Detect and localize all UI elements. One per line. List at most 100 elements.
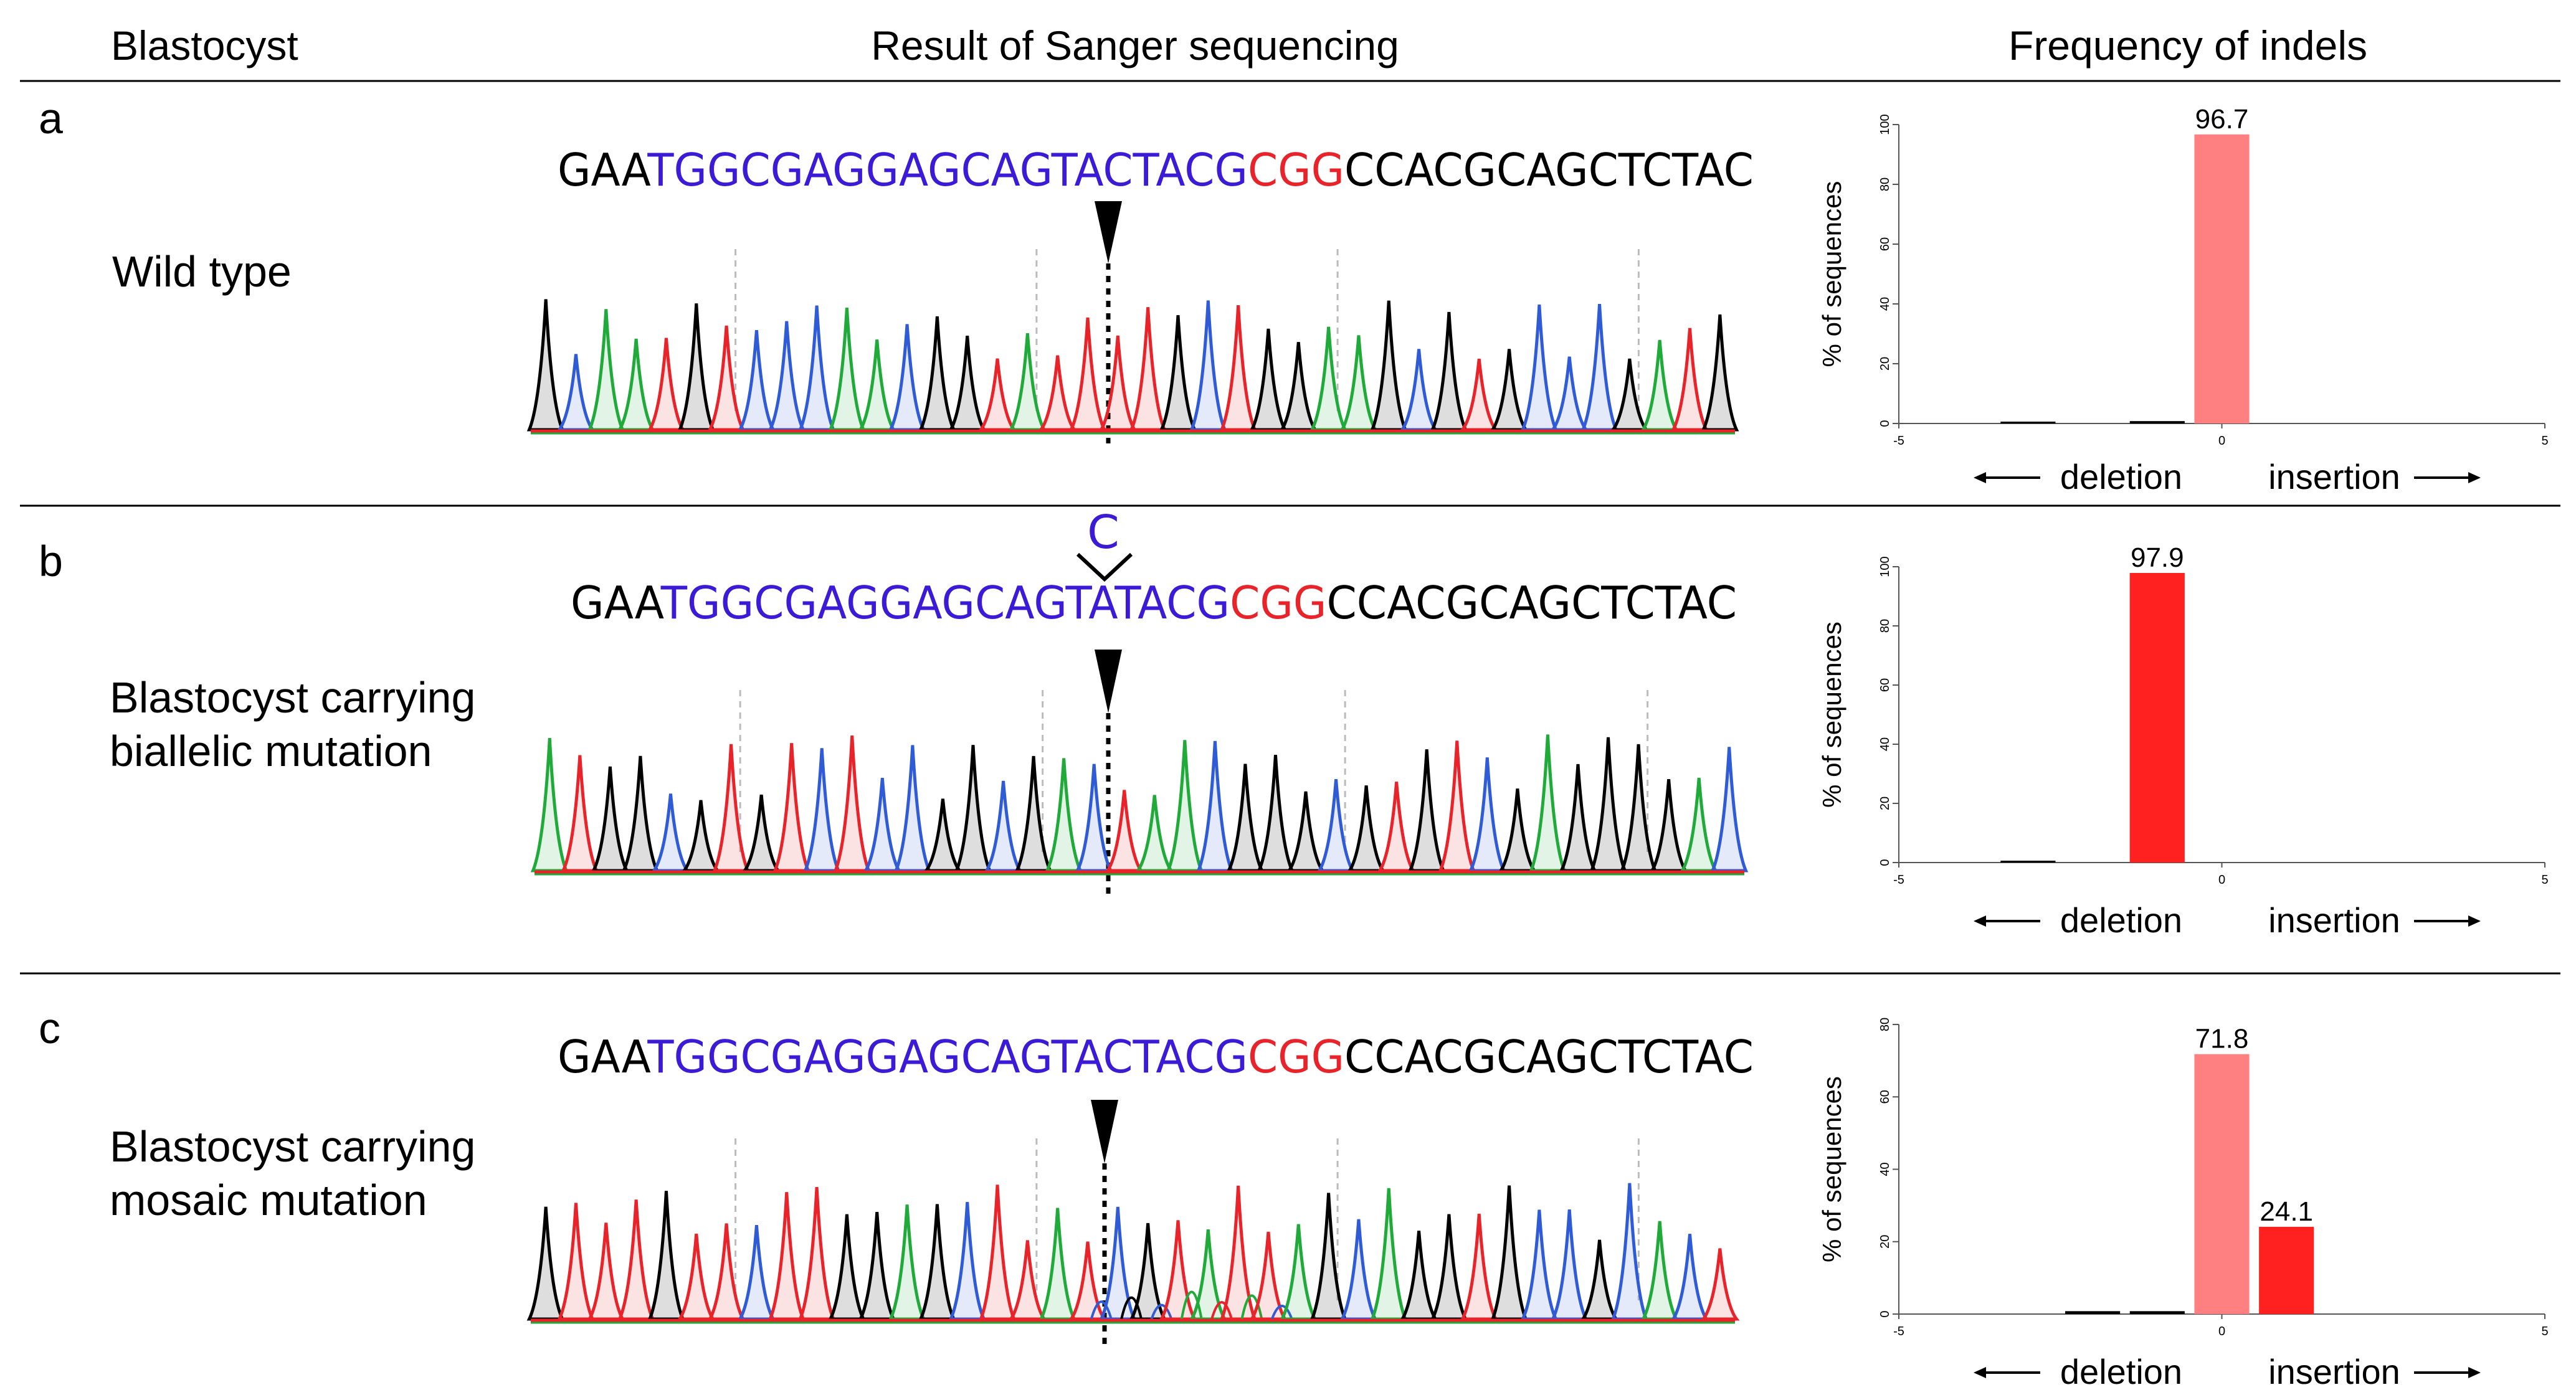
- chromatogram-peak: [802, 748, 841, 873]
- chromatogram-peak: [1438, 740, 1476, 873]
- panel-letter-c: c: [39, 1004, 60, 1052]
- chromatogram-peak: [737, 1224, 776, 1321]
- chromatogram-peak: [1189, 300, 1227, 432]
- chromatogram-peak: [1369, 300, 1408, 432]
- bar-value-label: 96.7: [2195, 104, 2249, 135]
- chromatogram-peak: [526, 1206, 565, 1321]
- chromatogram-peak: [1129, 307, 1167, 432]
- chromatogram-peak: [1339, 1219, 1378, 1321]
- chromatogram-peak: [1490, 349, 1529, 432]
- panel-b-label-line-2: biallelic mutation: [110, 727, 432, 775]
- indel-bar: [2194, 134, 2250, 423]
- chromatogram-peak: [1159, 1220, 1197, 1321]
- seq-b-flank-right: CCACGCAGCTCTAC: [1327, 577, 1737, 629]
- chromatogram-peak: [681, 800, 721, 873]
- y-tick-label: 0: [1878, 859, 1892, 866]
- y-tick-label: 40: [1878, 1162, 1892, 1176]
- chromatogram-peak: [918, 1204, 956, 1321]
- seq-a-flank-right: CCACGCAGCTCTAC: [1344, 144, 1754, 196]
- chromatogram-peak: [948, 1201, 987, 1321]
- y-axis-label: % of sequences: [1817, 181, 1846, 367]
- chromatogram-peak: [1468, 757, 1506, 873]
- seq-c-flank-left: GAA: [558, 1031, 651, 1083]
- deletion-label: deletion: [2060, 1352, 2182, 1391]
- chromatogram-peak: [1159, 315, 1197, 432]
- chromatogram-peak: [1166, 740, 1204, 873]
- chromatogram-peak: [1580, 1239, 1619, 1321]
- chromatogram-peak: [1619, 744, 1658, 873]
- chromatogram-peak: [1430, 311, 1468, 432]
- chromatogram-peak: [918, 316, 956, 432]
- chromatogram-peak: [1008, 1240, 1047, 1321]
- chromatogram-peak: [617, 1199, 655, 1321]
- header-frequency-of-indels: Frequency of indels: [2008, 22, 2367, 69]
- chromatogram-secondary-peak: [1270, 1305, 1293, 1320]
- chromatogram-peak: [1038, 355, 1078, 432]
- chromatogram-peak: [647, 1191, 685, 1321]
- chromatogram-peak: [1649, 778, 1688, 873]
- x-tick-label: 5: [2541, 434, 2548, 448]
- chromatogram-peak: [647, 338, 686, 432]
- chromatogram-peak: [1377, 782, 1416, 873]
- chromatogram-secondary-peak: [1150, 1303, 1173, 1320]
- chromatogram-peak: [677, 303, 716, 432]
- bar-value-label: 71.8: [2195, 1024, 2249, 1054]
- panel-letter-a: a: [39, 94, 63, 143]
- chromatogram-peak: [768, 1192, 806, 1321]
- chromatogram-secondary-peak: [1180, 1290, 1203, 1320]
- indel-bar: [2129, 421, 2185, 423]
- chromatogram-peak: [1520, 1209, 1559, 1321]
- panel-letter-b: b: [39, 537, 63, 585]
- chromatogram-peak: [1700, 1248, 1740, 1321]
- chromatogram-peak: [1098, 1206, 1137, 1321]
- chromatogram-peak: [1459, 358, 1499, 432]
- insertion-arrowhead: [2468, 472, 2481, 483]
- seq-a-guide: TGGCGAGGAGCAGTACTACG: [647, 144, 1247, 196]
- y-tick-label: 80: [1878, 619, 1892, 633]
- chromatogram-peak: [712, 744, 751, 873]
- insertion-caret: [1076, 552, 1133, 582]
- chromatogram-peak: [530, 737, 569, 873]
- cut-site-arrowhead-b: [1095, 650, 1122, 713]
- chromatogram-peak: [772, 743, 811, 873]
- chromatogram-peak: [1460, 1213, 1498, 1321]
- chromatogram-peak: [888, 1204, 926, 1321]
- chromatogram-peak: [1105, 790, 1144, 873]
- chromatogram-peak: [1219, 305, 1258, 432]
- chromatogram-peak: [1044, 758, 1083, 873]
- indel-chart-c: 0 20 40 60 80 -5 0 5 % of sequences 71.8 24.1 delet…: [1817, 1018, 2549, 1391]
- x-tick-label: 0: [2218, 1325, 2225, 1338]
- insertion-label: insertion: [2268, 457, 2400, 496]
- chromatogram-peak: [1610, 358, 1650, 432]
- seq-a-flank-left: GAA: [558, 144, 651, 196]
- chromatogram-peak: [1490, 1185, 1528, 1321]
- chromatogram-peak: [827, 1214, 867, 1321]
- indel-bar: [2259, 1226, 2314, 1314]
- chromatogram-peak: [857, 339, 896, 432]
- chromatogram-peak: [1279, 1224, 1318, 1321]
- chromatogram-peak: [707, 1223, 746, 1321]
- seq-c-pam: CGG: [1248, 1031, 1344, 1083]
- bar-value-label: 24.1: [2260, 1196, 2313, 1227]
- indel-bar: [2129, 572, 2185, 863]
- chromatogram-peak: [797, 305, 836, 432]
- insertion-label: insertion: [2268, 901, 2400, 940]
- panel-c-sequence: GAATGGCGAGGAGCAGTACTACGCGGCCACGCAGCTCTAC: [558, 1031, 1754, 1083]
- y-tick-label: 60: [1878, 678, 1892, 692]
- chromatogram-peak: [1407, 749, 1446, 873]
- chromatogram-peak: [586, 1223, 625, 1321]
- chromatogram-peak: [863, 778, 902, 873]
- chromatogram-peak: [1589, 737, 1627, 873]
- chromatogram-peak: [1134, 795, 1174, 873]
- seq-b-pam: CGG: [1230, 577, 1326, 629]
- panel-b-label-line-1: Blastocyst carrying: [110, 673, 475, 722]
- chromatogram-peak: [1098, 335, 1138, 432]
- chromatogram-peak: [768, 321, 806, 432]
- insertion-label: insertion: [2268, 1352, 2400, 1391]
- chromatogram-peak: [587, 309, 625, 432]
- panel-a-sequence: GAATGGCGAGGAGCAGTACTACGCGGCCACGCAGCTCTAC: [558, 144, 1754, 196]
- chromatogram-peak: [977, 358, 1017, 432]
- deletion-label: deletion: [2060, 901, 2182, 940]
- chromatogram-peak: [1670, 328, 1709, 432]
- chromatogram-peak: [893, 745, 932, 873]
